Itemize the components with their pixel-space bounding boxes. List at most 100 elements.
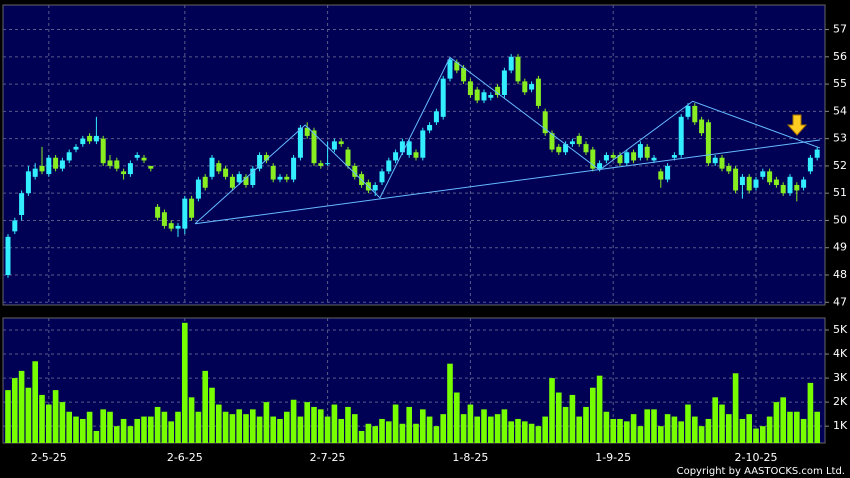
volume-bar bbox=[222, 411, 229, 443]
volume-bar bbox=[583, 406, 589, 443]
y-tick-label: 49 bbox=[833, 241, 847, 254]
candle-body bbox=[399, 141, 405, 153]
candle-body bbox=[66, 152, 72, 161]
candle-body bbox=[53, 157, 59, 169]
volume-bar bbox=[753, 428, 759, 443]
candle-body bbox=[726, 165, 732, 172]
volume-bar bbox=[773, 402, 780, 443]
candle-body bbox=[787, 176, 793, 194]
volume-bar bbox=[175, 411, 181, 443]
candle-body bbox=[202, 176, 208, 188]
candle-body bbox=[304, 127, 310, 136]
y-tick-label: 54 bbox=[833, 104, 847, 117]
volume-bar bbox=[590, 387, 596, 443]
volume-bar bbox=[467, 404, 474, 443]
candle-body bbox=[597, 163, 603, 169]
volume-bar bbox=[93, 430, 100, 443]
volume-bar bbox=[86, 411, 93, 443]
candle-body bbox=[209, 157, 215, 177]
candle-body bbox=[216, 163, 222, 172]
copyright: Copyright by AASTOCKS.com Ltd. bbox=[677, 466, 845, 477]
volume-bar bbox=[658, 426, 664, 443]
candle-body bbox=[739, 176, 745, 185]
candle-body bbox=[447, 59, 453, 79]
volume-bar bbox=[760, 426, 766, 443]
volume-bar bbox=[460, 414, 467, 443]
candle-body bbox=[5, 236, 11, 275]
candle-body bbox=[46, 157, 52, 175]
volume-bar bbox=[528, 423, 535, 443]
volume-bar bbox=[284, 411, 290, 443]
candle-body bbox=[270, 165, 276, 180]
candle-body bbox=[73, 146, 79, 150]
candle-body bbox=[284, 176, 290, 180]
candle-body bbox=[236, 174, 242, 183]
candle-body bbox=[393, 152, 399, 161]
volume-bar bbox=[372, 426, 378, 443]
candle-body bbox=[610, 155, 616, 158]
candle-body bbox=[658, 171, 664, 180]
candle-body bbox=[379, 171, 385, 183]
candle-body bbox=[556, 146, 562, 153]
candle-body bbox=[760, 171, 766, 177]
candle-body bbox=[801, 179, 807, 188]
y2-tick-label: 2K bbox=[833, 395, 848, 408]
volume-bar bbox=[18, 370, 25, 443]
volume-bar bbox=[73, 416, 79, 443]
x-tick-label: 2-5-25 bbox=[31, 451, 67, 464]
volume-bar bbox=[481, 409, 487, 443]
candle-body bbox=[277, 176, 283, 180]
candle-body bbox=[699, 119, 705, 134]
volume-bar bbox=[556, 392, 562, 443]
candle-body bbox=[563, 144, 569, 153]
volume-bar bbox=[814, 411, 820, 443]
candle-body bbox=[291, 157, 297, 180]
volume-bar bbox=[120, 418, 127, 443]
x-tick-label: 2-10-25 bbox=[735, 451, 778, 464]
volume-bar bbox=[399, 423, 406, 443]
volume-bar bbox=[603, 411, 610, 443]
candle-body bbox=[773, 179, 779, 185]
volume-bar bbox=[161, 411, 168, 443]
volume-bar bbox=[664, 414, 671, 443]
candle-body bbox=[352, 165, 358, 177]
volume-bar bbox=[569, 394, 576, 443]
volume-bar bbox=[5, 390, 11, 443]
candle-body bbox=[454, 62, 460, 71]
volume-bar bbox=[134, 418, 140, 443]
volume-bar bbox=[202, 370, 208, 443]
volume-bar bbox=[236, 409, 242, 443]
volume-bar bbox=[705, 418, 712, 443]
candle-body bbox=[93, 135, 99, 142]
candle-body bbox=[433, 111, 439, 123]
volume-bar bbox=[780, 397, 786, 443]
volume-bar bbox=[154, 406, 161, 443]
volume-bar bbox=[685, 404, 691, 443]
candle-body bbox=[80, 138, 86, 145]
volume-bar bbox=[386, 421, 392, 443]
volume-bar bbox=[195, 411, 202, 443]
volume-bar bbox=[216, 404, 222, 443]
volume-bar bbox=[433, 426, 440, 443]
candle-body bbox=[746, 176, 752, 191]
volume-bar bbox=[25, 387, 32, 443]
candle-body bbox=[148, 165, 154, 169]
volume-bar bbox=[787, 411, 793, 443]
volume-bar bbox=[365, 423, 372, 443]
candle-body bbox=[229, 176, 235, 188]
volume-bar bbox=[270, 416, 276, 443]
volume-bar bbox=[352, 414, 358, 443]
volume-bar bbox=[114, 426, 120, 443]
candle-body bbox=[386, 160, 392, 172]
x-tick-label: 2-6-25 bbox=[167, 451, 203, 464]
candle-body bbox=[25, 171, 31, 194]
volume-bar bbox=[290, 399, 297, 443]
volume-bar bbox=[515, 418, 521, 443]
candle-body bbox=[223, 168, 229, 177]
volume-bar bbox=[250, 409, 256, 443]
volume-bar bbox=[726, 414, 732, 443]
candle-body bbox=[372, 185, 378, 191]
y2-tick-label: 1K bbox=[833, 419, 848, 432]
candle-body bbox=[12, 220, 18, 232]
y2-tick-label: 4K bbox=[833, 347, 848, 360]
